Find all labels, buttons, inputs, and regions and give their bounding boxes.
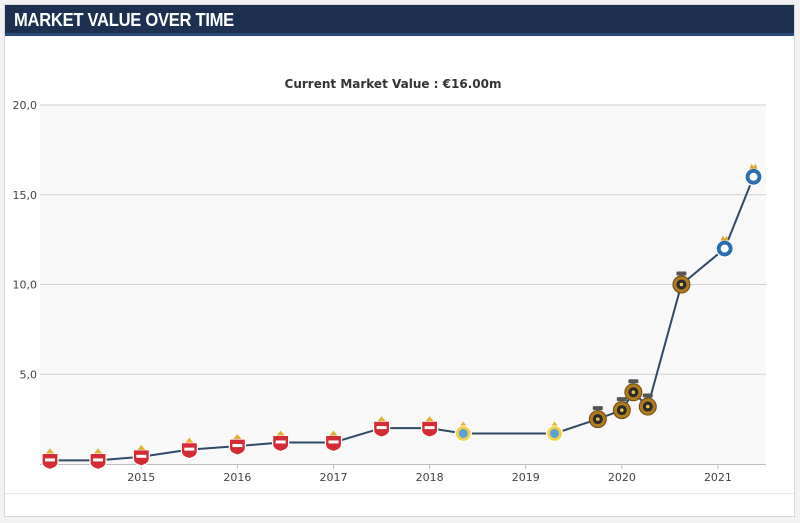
data-point[interactable] (624, 379, 643, 402)
crest-band (328, 440, 339, 444)
data-point[interactable] (132, 444, 150, 467)
data-points (41, 163, 763, 471)
data-point[interactable] (41, 448, 59, 471)
crown-icon (425, 416, 434, 422)
crest-band (376, 426, 387, 430)
crest-inner (749, 172, 758, 181)
data-point[interactable] (612, 397, 631, 420)
crown-icon (46, 448, 54, 454)
crown-icon (720, 235, 729, 241)
data-point[interactable] (228, 434, 247, 456)
crest-band (93, 458, 104, 462)
crest-top (628, 379, 639, 384)
chart-container: Current Market Value : €16.00m 5,0 10,0 15… (5, 5, 796, 518)
chart-title: Current Market Value : €16.00m (285, 77, 502, 91)
crest-band (232, 444, 243, 448)
data-point[interactable] (715, 235, 734, 258)
y-tick-label: 5,0 (20, 368, 38, 381)
crest-top (616, 397, 627, 402)
crest-dot (620, 408, 624, 412)
x-tick-label: 2017 (320, 471, 348, 484)
crown-icon (185, 437, 194, 443)
crown-icon (233, 434, 242, 440)
data-point[interactable] (324, 430, 343, 453)
footer-divider (5, 493, 794, 494)
crown-icon (460, 421, 467, 426)
crest-top (676, 271, 687, 276)
crown-icon (377, 416, 386, 422)
crown-icon (137, 444, 146, 450)
data-point[interactable] (744, 163, 763, 186)
crest-inner (720, 244, 729, 253)
x-tick-label: 2018 (416, 471, 444, 484)
crest-band (45, 458, 55, 462)
crest-dot (645, 404, 650, 409)
market-value-card: MARKET VALUE OVER TIME Current Market Va… (4, 4, 795, 517)
x-tick-label: 2019 (512, 471, 540, 484)
y-tick-label: 15,0 (13, 189, 38, 202)
data-point[interactable] (672, 271, 691, 294)
x-tick-label: 2015 (127, 471, 155, 484)
x-tick-label: 2020 (608, 471, 636, 484)
crest-inner (550, 428, 560, 438)
card-header: MARKET VALUE OVER TIME (5, 5, 794, 36)
card-title: MARKET VALUE OVER TIME (14, 10, 234, 30)
x-tick-label: 2021 (704, 471, 732, 484)
crest-band (275, 440, 286, 444)
data-point[interactable] (89, 448, 107, 471)
data-point[interactable] (421, 416, 439, 438)
data-point[interactable] (272, 430, 290, 453)
grid-lines (40, 104, 766, 375)
crest-inner (458, 428, 468, 438)
crown-icon (94, 448, 103, 454)
data-point[interactable] (180, 437, 198, 460)
data-point[interactable] (588, 406, 607, 429)
data-point[interactable] (638, 393, 657, 416)
y-tick-label: 20,0 (13, 99, 38, 112)
data-point[interactable] (372, 416, 391, 438)
crest-band (136, 454, 147, 458)
crest-dot (631, 390, 636, 394)
crown-icon (276, 430, 285, 436)
crest-top (642, 393, 653, 398)
market-value-chart: Current Market Value : €16.00m 5,0 10,0 15… (13, 77, 766, 484)
crest-dot (596, 417, 600, 421)
y-axis: 5,0 10,0 15,0 20,0 (13, 99, 38, 381)
y-tick-label: 10,0 (13, 279, 38, 292)
crest-band (424, 426, 435, 430)
x-tick-label: 2016 (223, 471, 251, 484)
x-axis: 2015 2016 2017 2018 2019 2020 2021 (40, 464, 766, 484)
crest-top (592, 406, 603, 411)
crown-icon (551, 421, 558, 426)
crown-icon (749, 163, 758, 169)
crown-icon (329, 430, 338, 436)
data-point[interactable] (545, 421, 564, 443)
crest-band (184, 447, 195, 451)
crest-dot (679, 282, 684, 287)
data-point[interactable] (454, 421, 472, 443)
